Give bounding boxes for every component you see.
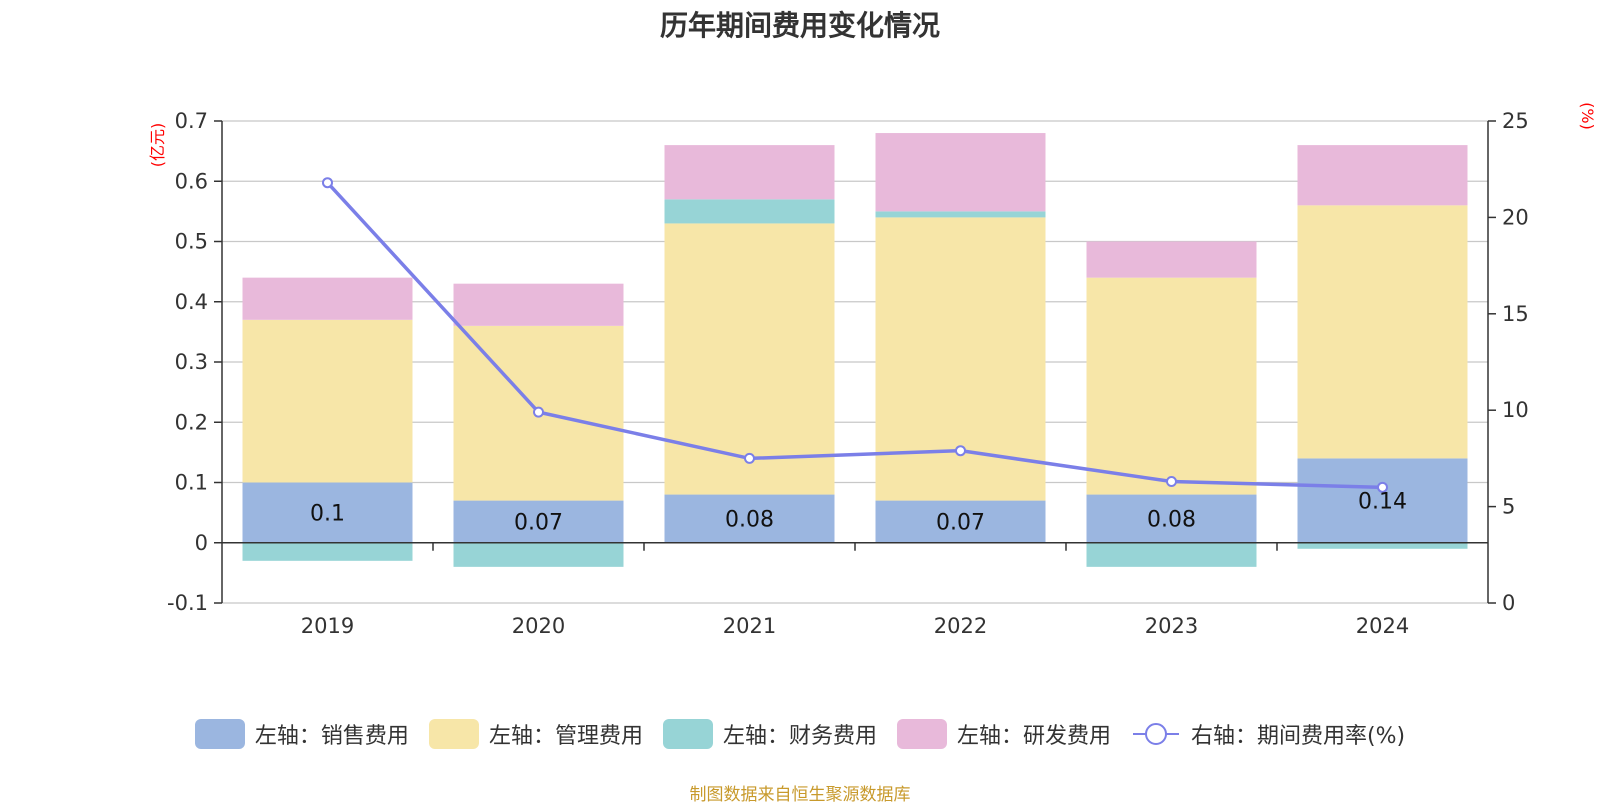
bar-2020 [453, 500, 624, 543]
legend-label: 右轴：期间费用率(%) [1190, 724, 1406, 749]
legend-swatch [428, 719, 479, 749]
bar-2021 [664, 145, 835, 200]
legend-item[interactable]: 左轴：财务费用 [662, 718, 877, 750]
chart-title: 历年期间费用变化情况 [659, 9, 940, 42]
rate-line-layer [322, 177, 1388, 493]
bar-2023 [1086, 277, 1257, 495]
axes: -0.1 0 0.1 0.2 0.3 0.4 0.5 0.6 0.7 0 5 10 15 20 25 2019… [167, 109, 1529, 638]
legend-item[interactable]: 左轴：管理费用 [428, 718, 643, 750]
rate-line [326, 181, 1383, 490]
rate-point [533, 406, 544, 418]
rate-point [1166, 476, 1177, 488]
left-axis-tick-label: 0.3 [175, 350, 208, 374]
right-axis-tick-label: 15 [1502, 302, 1529, 326]
legend-label: 左轴：研发费用 [956, 724, 1111, 749]
legend-swatch [1132, 723, 1179, 745]
bar-2023 [1086, 241, 1257, 278]
legend-item[interactable]: 右轴：期间费用率(%) [1131, 718, 1405, 750]
data-label: 0.07 [514, 511, 563, 536]
left-axis-tick-label: 0.7 [175, 109, 208, 133]
bar-2022 [875, 211, 1046, 218]
bar-2023 [1086, 494, 1257, 543]
right-axis-tick-label: 0 [1502, 591, 1515, 615]
left-axis-tick-label: 0.4 [175, 290, 208, 314]
right-axis-tick-label: 20 [1502, 205, 1529, 229]
data-label: 0.07 [936, 511, 985, 536]
x-axis-label-2024: 2024 [1356, 614, 1409, 638]
bar-2024 [1297, 145, 1468, 206]
x-axis-label-2019: 2019 [301, 614, 354, 638]
bar-2019 [242, 319, 413, 483]
rate-point [1377, 481, 1388, 493]
legend-item[interactable]: 左轴：销售费用 [194, 718, 409, 750]
right-axis-tick-label: 10 [1502, 398, 1529, 422]
x-axis-label-2020: 2020 [512, 614, 565, 638]
bar-2024 [1297, 542, 1468, 549]
left-axis-tick-label: 0.5 [175, 230, 208, 254]
left-axis-tick-label: 0.6 [175, 169, 208, 193]
bar-2019 [242, 277, 413, 320]
bar-2019 [242, 482, 413, 543]
bar-2022 [875, 133, 1046, 212]
bar-2024 [1297, 205, 1468, 459]
left-axis-tick-label: 0.2 [175, 410, 208, 434]
x-axis-label-2021: 2021 [723, 614, 776, 638]
legend-swatch [662, 719, 713, 749]
left-axis-unit: (亿元) [148, 123, 167, 168]
bar-2024 [1297, 458, 1468, 543]
right-axis-tick-label: 25 [1502, 109, 1529, 133]
data-label: 0.08 [1147, 508, 1196, 533]
rate-point [744, 452, 755, 464]
bar-2021 [664, 223, 835, 495]
legend: 左轴：销售费用 左轴：管理费用 左轴：财务费用 左轴：研发费用 右轴：期间费用率(%) [0, 718, 1600, 750]
legend-label: 左轴：销售费用 [254, 724, 409, 749]
data-label: 0.14 [1358, 490, 1407, 515]
x-axis-label-2022: 2022 [934, 614, 987, 638]
legend-item[interactable]: 左轴：研发费用 [896, 718, 1111, 750]
data-label-layer: 0.1 0.07 0.08 0.07 0.08 0.14 [310, 490, 1407, 536]
data-label: 0.1 [310, 502, 345, 527]
bar-2019 [242, 542, 413, 561]
data-label: 0.08 [725, 508, 774, 533]
bar-2021 [664, 494, 835, 543]
source-note: 制图数据来自恒生聚源数据库 [689, 785, 911, 805]
left-axis-tick-label: 0 [195, 531, 208, 555]
legend-swatch [194, 719, 245, 749]
bar-2022 [875, 500, 1046, 543]
right-axis-tick-label: 5 [1502, 495, 1515, 519]
right-axis-unit: (%) [1578, 102, 1597, 130]
rate-point [955, 445, 966, 457]
left-axis-tick-label: 0.1 [175, 471, 208, 495]
rate-point [322, 177, 333, 189]
bar-2020 [453, 542, 624, 567]
bar-layer [242, 133, 1468, 567]
x-axis-label-2023: 2023 [1145, 614, 1198, 638]
left-axis-tick-label: -0.1 [167, 591, 208, 615]
legend-label: 左轴：财务费用 [722, 724, 877, 749]
bar-2020 [453, 283, 624, 326]
legend-swatch [896, 719, 947, 749]
bar-2021 [664, 199, 835, 224]
bar-2023 [1086, 542, 1257, 567]
legend-label: 左轴：管理费用 [488, 724, 643, 749]
